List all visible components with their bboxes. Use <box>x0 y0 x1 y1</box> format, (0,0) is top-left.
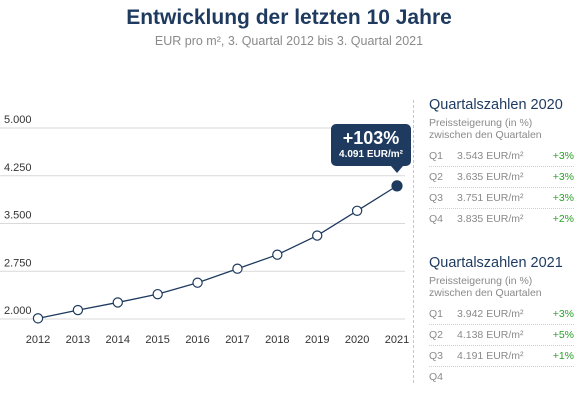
quarter-row: Q1 3.942 EUR/m² +3% <box>429 304 574 325</box>
x-tick-label: 2014 <box>106 334 130 346</box>
data-point <box>112 297 123 308</box>
growth-percent: +103% <box>342 128 400 148</box>
quarters-2020-panel: Quartalszahlen 2020 Preissteigerung (in … <box>429 96 574 229</box>
chart-title: Entwicklung der letzten 10 Jahre <box>126 6 452 29</box>
quarters-2020-title: Quartalszahlen 2020 <box>429 97 563 113</box>
quarter-row: Q3 4.191 EUR/m² +1% <box>429 346 574 367</box>
y-tick-label: 3.500 <box>4 210 32 222</box>
quarter-row: Q1 3.543 EUR/m² +3% <box>429 146 574 167</box>
quarter-label: Q4 <box>429 213 444 225</box>
quarter-row: Q4 3.835 EUR/m² +2% <box>429 209 574 229</box>
data-point <box>232 263 243 274</box>
data-point <box>312 230 323 241</box>
x-tick-label: 2021 <box>385 334 409 346</box>
x-tick-label: 2013 <box>66 334 90 346</box>
y-tick-label: 2.000 <box>4 305 32 317</box>
quarters-2021-subtitle: Preissteigerung (in %) zwischen den Quar… <box>429 275 542 299</box>
quarter-row: Q3 3.751 EUR/m² +3% <box>429 188 574 209</box>
quarter-change: +5% <box>552 329 574 341</box>
y-tick-label: 2.750 <box>4 257 32 269</box>
quarter-price: 3.635 EUR/m² <box>457 171 524 183</box>
panel-divider <box>413 100 414 383</box>
quarter-row: Q2 4.138 EUR/m² +5% <box>429 325 574 346</box>
x-tick-label: 2017 <box>225 334 249 346</box>
x-tick-label: 2016 <box>185 334 209 346</box>
quarter-change: +2% <box>552 213 574 225</box>
y-tick-label: 4.250 <box>4 162 32 174</box>
growth-callout: +103% 4.091 EUR/m² <box>331 124 411 173</box>
quarters-2020-subtitle: Preissteigerung (in %) zwischen den Quar… <box>429 117 542 141</box>
quarter-row: Q2 3.635 EUR/m² +3% <box>429 167 574 188</box>
data-point <box>351 205 363 216</box>
quarter-label: Q3 <box>429 350 444 362</box>
quarters-2021-title: Quartalszahlen 2021 <box>429 255 563 271</box>
quarter-price: 3.543 EUR/m² <box>457 150 524 162</box>
price-line-chart: 2.000 2.750 3.500 4.250 5.000 2012 2013 2014 201… <box>0 114 409 346</box>
quarter-row: Q4 <box>429 367 574 387</box>
quarter-change: +3% <box>552 192 574 204</box>
quarter-label: Q4 <box>429 371 444 383</box>
data-point <box>72 304 84 316</box>
quarter-price: 4.138 EUR/m² <box>457 329 524 341</box>
highlight-point <box>391 180 403 192</box>
quarters-2021-panel: Quartalszahlen 2021 Preissteigerung (in … <box>429 254 574 387</box>
quarter-price: 3.835 EUR/m² <box>457 213 524 225</box>
quarter-change: +3% <box>552 171 574 183</box>
chart-subtitle: EUR pro m², 3. Quartal 2012 bis 3. Quart… <box>154 34 424 48</box>
quarter-label: Q3 <box>429 192 444 204</box>
current-price: 4.091 EUR/m² <box>339 149 403 160</box>
quarter-price: 3.751 EUR/m² <box>457 192 524 204</box>
x-tick-label: 2020 <box>345 334 369 346</box>
quarter-change: +3% <box>552 150 574 162</box>
quarter-label: Q2 <box>429 329 444 341</box>
x-tick-label: 2015 <box>145 334 169 346</box>
quarter-price: 3.942 EUR/m² <box>457 308 524 320</box>
quarter-change: +3% <box>552 308 574 320</box>
quarter-price: 4.191 EUR/m² <box>457 350 524 362</box>
data-point <box>272 249 283 260</box>
data-point <box>152 288 163 300</box>
quarter-change: +1% <box>552 350 574 362</box>
x-tick-label: 2018 <box>265 334 289 346</box>
data-point <box>32 313 44 324</box>
x-tick-label: 2012 <box>26 334 50 346</box>
series-line <box>37 185 398 319</box>
data-point <box>192 277 203 288</box>
x-tick-label: 2019 <box>305 334 329 346</box>
quarter-label: Q1 <box>429 150 444 162</box>
quarter-label: Q2 <box>429 171 444 183</box>
y-tick-label: 5.000 <box>4 114 32 126</box>
quarter-label: Q1 <box>429 308 444 320</box>
